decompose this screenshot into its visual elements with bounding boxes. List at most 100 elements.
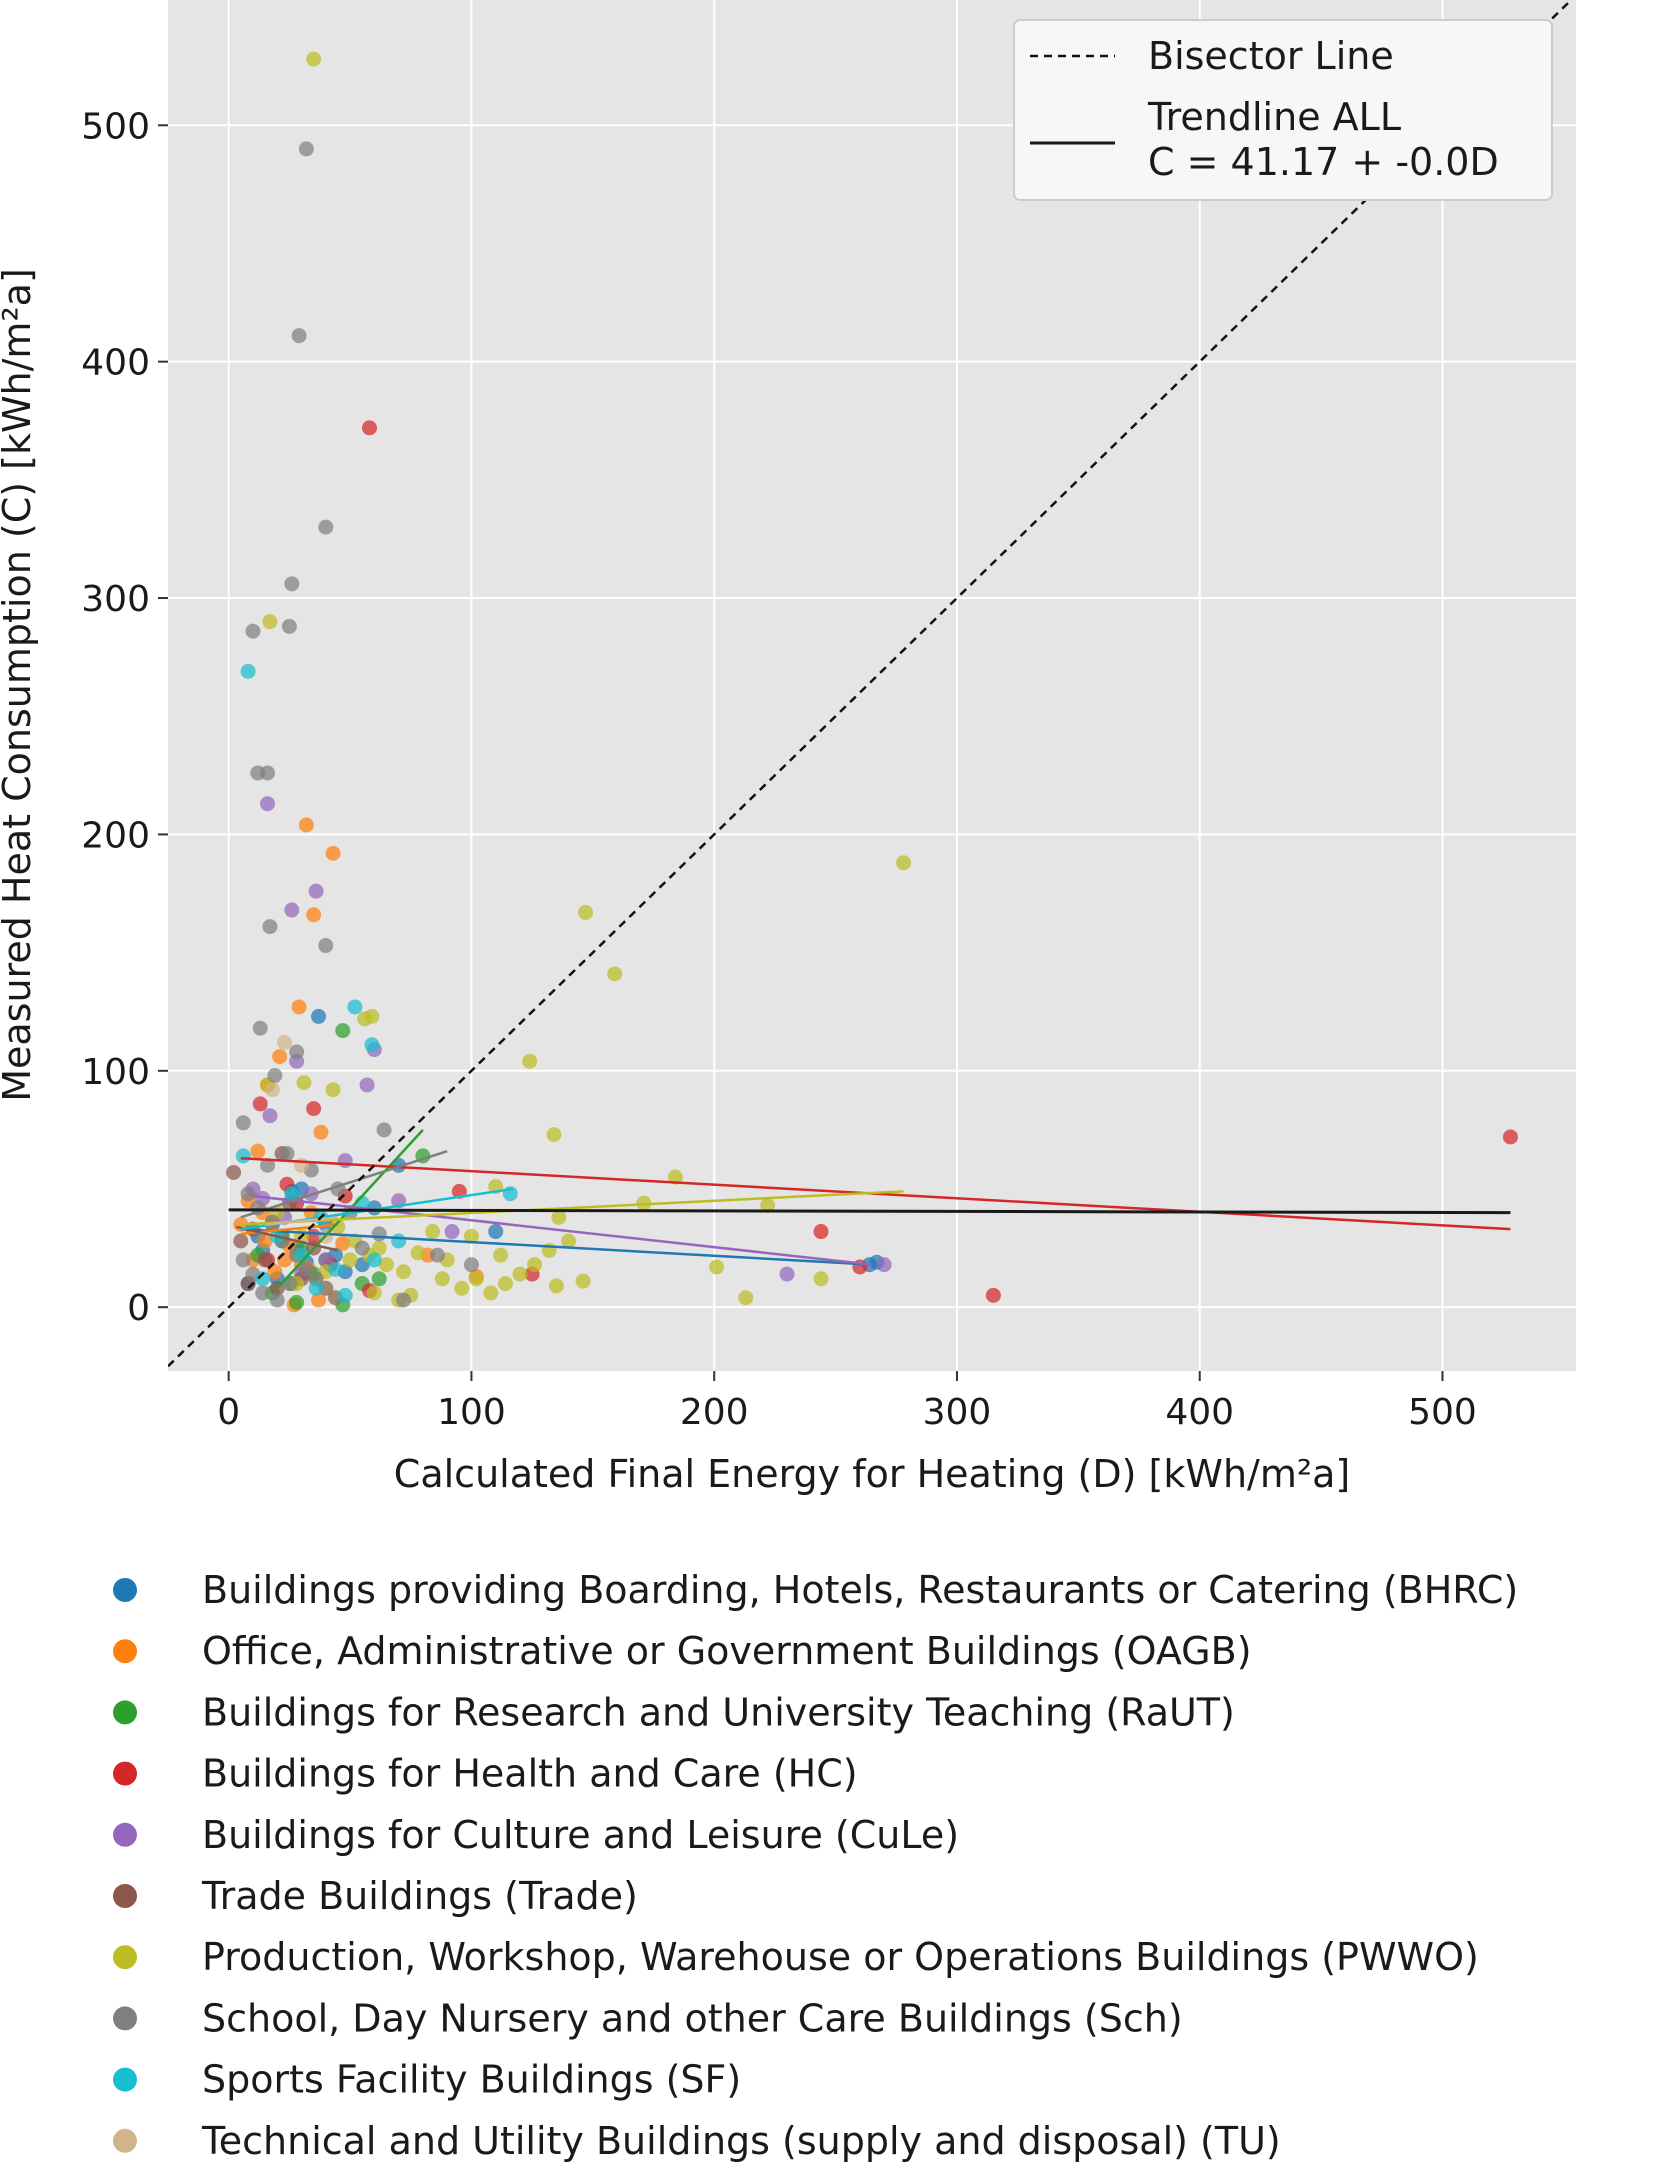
data-point — [277, 1034, 293, 1050]
data-point — [463, 1228, 479, 1244]
legend-trend-label: Trendline ALL — [1147, 95, 1401, 139]
data-point — [497, 1276, 513, 1292]
x-tick-label: 0 — [217, 1392, 240, 1433]
data-point — [298, 141, 314, 157]
data-point — [337, 1287, 353, 1303]
data-point — [607, 966, 623, 982]
y-axis-label: Measured Heat Consumption (C) [kWh/m²a] — [0, 268, 39, 1102]
data-point — [279, 1146, 295, 1162]
data-point — [561, 1233, 577, 1249]
series-trendline — [240, 1149, 448, 1219]
data-point — [371, 1226, 387, 1242]
trendline-all — [228, 1208, 1511, 1215]
data-point — [311, 1008, 327, 1024]
data-point — [291, 999, 307, 1015]
data-point — [257, 1233, 273, 1249]
data-point — [896, 855, 912, 871]
data-point — [391, 1233, 407, 1249]
data-point — [357, 1011, 373, 1027]
data-point — [262, 1108, 278, 1124]
legend-marker — [113, 1884, 137, 1908]
x-tick-label: 500 — [1408, 1392, 1477, 1433]
series-trendline — [240, 1190, 904, 1226]
data-point — [985, 1287, 1001, 1303]
data-point — [1502, 1129, 1518, 1145]
data-point — [308, 883, 324, 899]
data-point — [296, 1075, 312, 1091]
x-tick-label: 300 — [923, 1392, 992, 1433]
data-point — [760, 1198, 776, 1214]
y-tick-label: 300 — [81, 579, 150, 620]
data-point — [260, 765, 276, 781]
data-point — [267, 1068, 283, 1084]
data-point — [313, 1124, 329, 1140]
x-tick-label: 200 — [680, 1392, 749, 1433]
plot-background — [168, 0, 1576, 1371]
inner-legend: Bisector Line Trendline ALL C = 41.17 + … — [1013, 19, 1553, 201]
x-tick-label: 400 — [1165, 1392, 1234, 1433]
data-point — [294, 1157, 310, 1173]
data-point — [325, 1082, 341, 1098]
legend-label: Sports Facility Buildings (SF) — [202, 2058, 741, 2102]
data-point — [354, 1240, 370, 1256]
legend-label: Buildings for Research and University Te… — [202, 1690, 1235, 1734]
legend-label: Buildings for Health and Care (HC) — [202, 1752, 858, 1796]
inner-legend-box — [1013, 19, 1553, 201]
data-point — [269, 1292, 285, 1308]
data-point — [240, 663, 256, 679]
legend-bisector-label: Bisector Line — [1148, 34, 1394, 78]
data-point — [264, 1082, 280, 1098]
legend-trend-equation: C = 41.17 + -0.0D — [1148, 140, 1499, 184]
data-point — [306, 907, 322, 923]
data-point — [311, 1292, 327, 1308]
legend-marker — [113, 2128, 137, 2153]
data-point — [272, 1049, 288, 1065]
y-tick-label: 400 — [81, 343, 150, 384]
x-axis-ticks: 0 100 200 300 400 500 — [217, 1371, 1477, 1433]
data-point — [444, 1224, 460, 1240]
data-point — [813, 1271, 829, 1287]
grid-lines — [168, 0, 1576, 1371]
data-point — [284, 1186, 300, 1202]
data-point — [366, 1252, 382, 1268]
data-point — [483, 1285, 499, 1301]
data-point — [468, 1271, 484, 1287]
data-point — [454, 1280, 470, 1296]
data-point — [318, 1252, 334, 1268]
data-point — [425, 1224, 441, 1240]
data-point — [395, 1292, 411, 1308]
data-point — [335, 1023, 351, 1039]
category-legend: Buildings providing Boarding, Hotels, Re… — [113, 1568, 1518, 2163]
data-point — [522, 1053, 538, 1069]
legend-label: Office, Administrative or Government Bui… — [202, 1629, 1252, 1673]
data-point — [410, 1245, 426, 1261]
bisector-line — [168, 0, 1573, 1368]
data-point — [226, 1164, 242, 1180]
data-point — [289, 1044, 305, 1060]
data-point — [252, 1096, 268, 1112]
legend-marker — [113, 1761, 137, 1786]
data-point — [235, 1252, 251, 1268]
y-axis-ticks: 0 100 200 300 400 500 — [81, 106, 168, 1329]
data-point — [257, 1252, 273, 1268]
y-tick-label: 500 — [81, 106, 150, 147]
data-point — [306, 1101, 322, 1117]
x-tick-label: 100 — [437, 1392, 506, 1433]
data-point — [252, 1020, 268, 1036]
legend-label: Trade Buildings (Trade) — [201, 1874, 638, 1918]
data-point — [364, 1037, 380, 1053]
data-point — [233, 1233, 249, 1249]
legend-marker — [113, 1578, 137, 1602]
legend-marker — [113, 2067, 137, 2092]
data-point — [298, 1261, 314, 1277]
data-point — [667, 1169, 683, 1185]
legend-marker — [113, 1700, 137, 1725]
data-point — [281, 1276, 297, 1292]
data-point — [255, 1285, 271, 1301]
data-point — [548, 1278, 564, 1294]
data-point — [376, 1122, 392, 1138]
legend-marker — [113, 1639, 137, 1664]
data-point — [245, 623, 261, 639]
plot-marks — [168, 0, 1573, 1368]
